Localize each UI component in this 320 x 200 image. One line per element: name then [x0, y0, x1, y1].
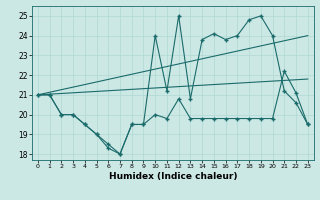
X-axis label: Humidex (Indice chaleur): Humidex (Indice chaleur) [108, 172, 237, 181]
